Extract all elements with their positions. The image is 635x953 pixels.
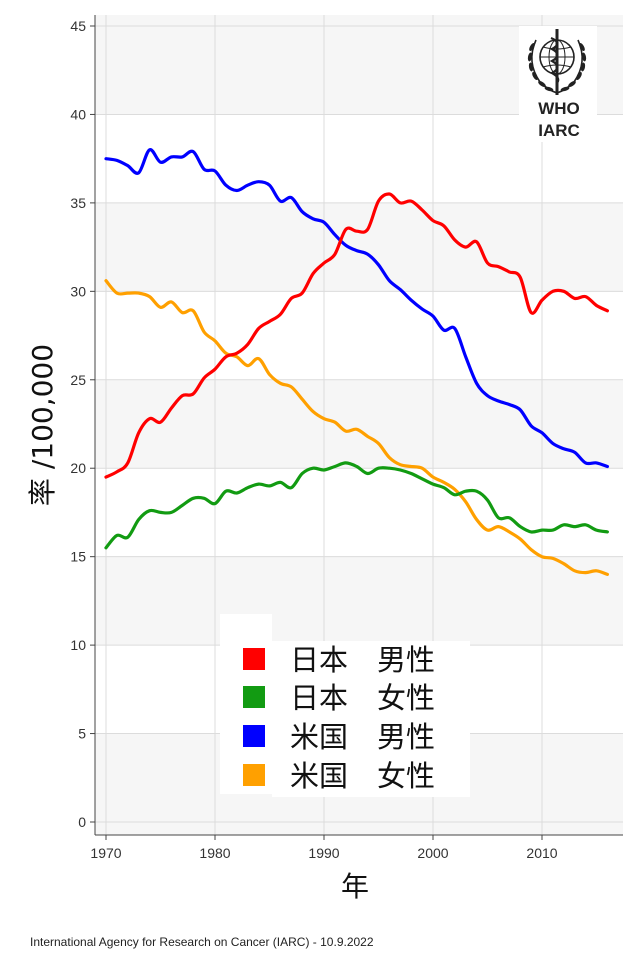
y-tick-label: 0 bbox=[78, 814, 86, 830]
legend-label-japan-male: 日本 男性 bbox=[290, 643, 435, 677]
us-male-line bbox=[104, 148, 609, 469]
legend-label-us-male: 米国 男性 bbox=[290, 720, 435, 754]
who-emblem-icon bbox=[527, 29, 587, 95]
us-female-line bbox=[104, 279, 609, 576]
y-axis-title: 率 /100,000 bbox=[26, 344, 59, 506]
x-tick-label: 1990 bbox=[308, 845, 339, 861]
legend-item-us-female: 米国 女性 bbox=[243, 759, 435, 793]
axes bbox=[90, 15, 623, 840]
legend-item-japan-female: 日本 女性 bbox=[243, 681, 435, 715]
y-tick-label: 10 bbox=[70, 637, 86, 653]
footer-credit: International Agency for Research on Can… bbox=[30, 935, 374, 949]
panel-band bbox=[95, 202, 623, 292]
y-tick-label: 35 bbox=[70, 195, 86, 211]
series-lines bbox=[104, 148, 609, 576]
panel-band bbox=[95, 379, 623, 469]
y-tick-label: 25 bbox=[70, 372, 86, 388]
legend-item-japan-male: 日本 男性 bbox=[243, 643, 435, 677]
y-tick-label: 5 bbox=[78, 726, 86, 742]
y-tick-label: 15 bbox=[70, 549, 86, 565]
legend-label-us-female: 米国 女性 bbox=[290, 759, 435, 793]
panel-band bbox=[95, 556, 623, 646]
japan-female-line bbox=[104, 461, 609, 550]
legend-item-us-male: 米国 男性 bbox=[243, 720, 435, 754]
legend-swatch-japan-female bbox=[243, 686, 265, 708]
y-tick-label: 40 bbox=[70, 106, 86, 122]
legend: 日本 男性 日本 女性 米国 男性 米国 女性 bbox=[220, 614, 470, 797]
legend-swatch-us-female bbox=[243, 764, 265, 786]
who-iarc-logo: WHO IARC bbox=[519, 26, 597, 142]
gridlines bbox=[95, 15, 623, 835]
japan-male-line bbox=[104, 192, 609, 479]
logo-text-iarc: IARC bbox=[538, 121, 580, 140]
x-tick-label: 1980 bbox=[199, 845, 230, 861]
tick-labels: 0 5 10 15 20 25 30 35 40 45 1970 1980 1990 2000 2010 bbox=[70, 18, 557, 861]
x-tick-label: 2000 bbox=[417, 845, 448, 861]
y-tick-label: 20 bbox=[70, 460, 86, 476]
x-tick-label: 2010 bbox=[526, 845, 557, 861]
x-axis-title: 年 bbox=[341, 870, 369, 903]
legend-background bbox=[272, 641, 470, 797]
legend-swatch-us-male bbox=[243, 725, 265, 747]
logo-text-who: WHO bbox=[538, 99, 580, 118]
legend-swatch-japan-male bbox=[243, 648, 265, 670]
y-tick-label: 45 bbox=[70, 18, 86, 34]
legend-label-japan-female: 日本 女性 bbox=[290, 681, 435, 715]
y-tick-label: 30 bbox=[70, 283, 86, 299]
x-tick-label: 1970 bbox=[90, 845, 121, 861]
